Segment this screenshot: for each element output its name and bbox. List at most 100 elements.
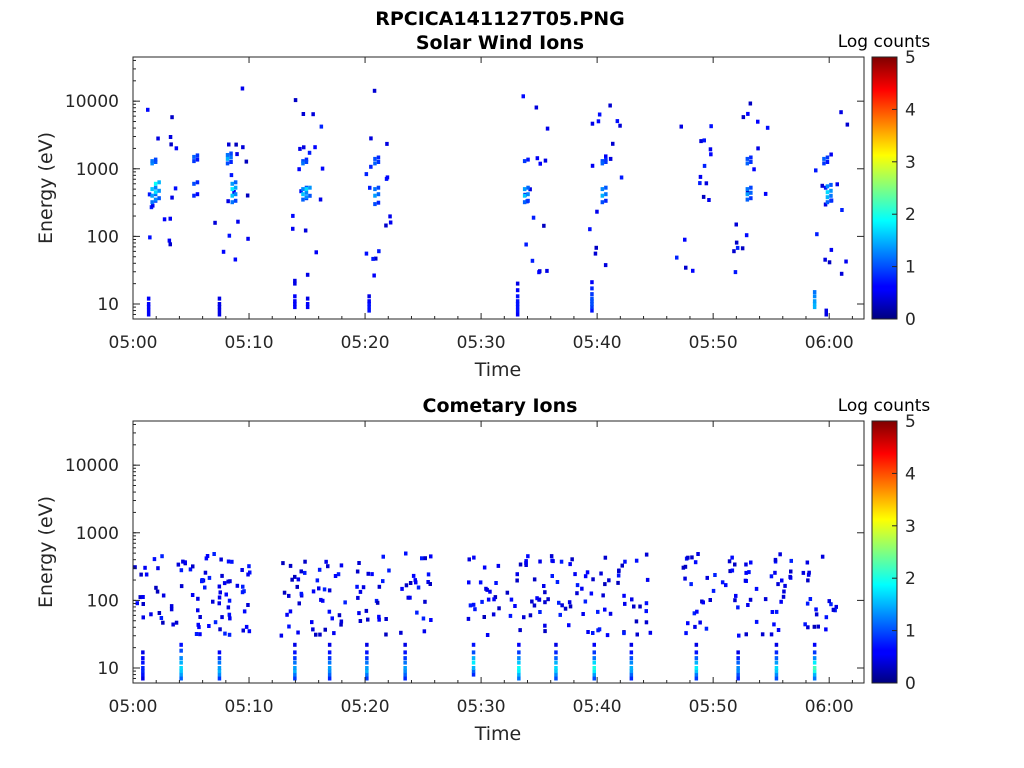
spectrogram-cell xyxy=(554,676,558,681)
spectrogram-cell xyxy=(365,676,369,681)
spectrogram-cell xyxy=(311,589,316,594)
spectrogram-cell xyxy=(494,581,498,585)
spectrogram-cell xyxy=(542,584,546,588)
spectrogram-cell xyxy=(373,202,377,207)
spectrogram-cell xyxy=(308,193,312,198)
spectrogram-cell xyxy=(604,160,608,164)
spectrogram-cell xyxy=(815,232,819,237)
y-tick-label: 10 xyxy=(97,295,119,315)
spectrogram-cell xyxy=(196,622,200,627)
spectrogram-cell xyxy=(232,190,236,194)
spectrogram-cell xyxy=(528,187,532,192)
spectrogram-cell xyxy=(522,615,526,620)
spectrogram-cell xyxy=(403,660,407,665)
spectrogram-cell xyxy=(528,613,533,618)
colorbar-tick-label: 3 xyxy=(905,517,916,537)
spectrogram-cell xyxy=(227,233,232,238)
spectrogram-cell xyxy=(168,135,173,139)
colorbar-tick-label: 1 xyxy=(905,258,916,278)
spectrogram-cell xyxy=(708,147,713,152)
spectrogram-cell xyxy=(535,156,540,161)
spectrogram-cell xyxy=(240,568,244,572)
spectrogram-cell xyxy=(629,672,634,677)
spectrogram-cell xyxy=(301,159,305,164)
spectrogram-cell xyxy=(773,570,777,575)
spectrogram-cell xyxy=(217,308,222,313)
spectrogram-cell xyxy=(825,200,830,205)
spectrogram-cell xyxy=(244,624,249,629)
spectrogram-cell xyxy=(192,154,196,159)
spectrogram-cell xyxy=(226,579,230,584)
spectrogram-cell xyxy=(311,627,315,632)
spectrogram-cell xyxy=(543,600,547,605)
spectrogram-cell xyxy=(734,240,739,245)
spectrogram-cell xyxy=(327,656,332,661)
spectrogram-cell xyxy=(806,578,810,583)
spectrogram-cell xyxy=(339,563,344,568)
spectrogram-cell xyxy=(337,613,342,618)
spectrogram-cell xyxy=(820,183,824,188)
spectrogram-cell xyxy=(400,586,404,591)
spectrogram-cell xyxy=(373,193,377,198)
spectrogram-cell xyxy=(217,302,222,306)
spectrogram-cell xyxy=(321,598,325,603)
spectrogram-cell xyxy=(812,294,817,299)
spectrogram-cell xyxy=(686,555,690,560)
spectrogram-cell xyxy=(590,305,594,310)
spectrogram-cell xyxy=(629,660,634,665)
colorbar-tick-label: 5 xyxy=(905,48,916,68)
spectrogram-cell xyxy=(611,141,615,146)
spectrogram-cell xyxy=(161,620,165,625)
spectrogram-cell xyxy=(814,168,818,173)
spectrogram-cell xyxy=(733,598,737,603)
spectrogram-cell xyxy=(170,195,174,200)
spectrogram-cell xyxy=(515,281,520,286)
spectrogram-cell xyxy=(319,597,323,602)
spectrogram-cell xyxy=(355,569,360,574)
spectrogram-cell xyxy=(170,115,174,120)
spectrogram-cell xyxy=(198,615,202,619)
spectrogram-cell xyxy=(568,562,572,567)
spectrogram-cell xyxy=(586,630,590,634)
spectrogram-cell xyxy=(146,107,150,112)
spectrogram-cell xyxy=(304,157,309,162)
spectrogram-cell xyxy=(233,185,238,190)
spectrogram-cell xyxy=(367,308,371,313)
spectrogram-cell xyxy=(411,573,416,578)
spectrogram-cell xyxy=(293,660,297,665)
spectrogram-cell xyxy=(370,572,374,577)
spectrogram-cell xyxy=(698,174,703,179)
spectrogram-cell xyxy=(554,650,558,655)
spectrogram-cell xyxy=(287,593,291,598)
colorbar-tick-label: 1 xyxy=(905,622,916,642)
spectrogram-cell xyxy=(376,200,381,205)
spectrogram-cell xyxy=(303,570,307,575)
spectrogram-cell xyxy=(217,595,222,600)
spectrogram-cell xyxy=(630,597,634,602)
spectrogram-cell xyxy=(774,660,779,665)
spectrogram-cell xyxy=(167,238,172,243)
spectrogram-cell xyxy=(774,669,779,674)
spectrogram-cell xyxy=(534,105,539,110)
spectrogram-cell xyxy=(153,185,158,190)
spectrogram-cell xyxy=(299,591,304,596)
spectrogram-cell xyxy=(648,630,653,635)
spectrogram-cell xyxy=(756,119,760,124)
spectrogram-cell xyxy=(538,559,542,564)
spectrogram-cell xyxy=(420,556,424,561)
spectrogram-cell xyxy=(713,573,717,577)
spectrogram-cell xyxy=(822,161,826,166)
spectrogram-cell xyxy=(505,590,510,595)
spectrogram-cell xyxy=(282,590,287,595)
x-tick-label: 05:10 xyxy=(225,333,274,353)
spectrogram-cell xyxy=(288,609,293,614)
spectrogram-cell xyxy=(604,154,608,159)
x-tick-label: 05:40 xyxy=(573,697,622,717)
spectrogram-cell xyxy=(693,624,697,629)
spectrogram-cell xyxy=(705,575,709,580)
spectrogram-cell xyxy=(369,136,373,141)
spectrogram-cell xyxy=(223,631,227,636)
spectrogram-cell xyxy=(603,607,607,612)
spectrogram-cell xyxy=(522,193,527,198)
spectrogram-cell xyxy=(543,623,547,628)
